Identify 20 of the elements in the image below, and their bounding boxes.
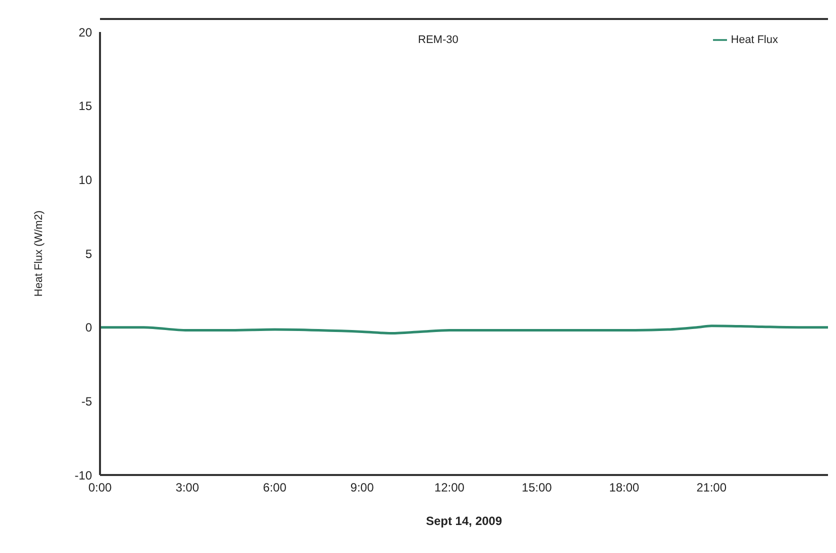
y-tick-label: 0 xyxy=(85,320,92,335)
x-tick-label: 3:00 xyxy=(176,480,200,495)
x-tick-label: 12:00 xyxy=(434,480,465,495)
chart-title: REM-30 xyxy=(418,34,458,46)
y-tick-label: 10 xyxy=(78,172,92,187)
x-tick-label: 21:00 xyxy=(696,480,727,495)
x-tick-label: 9:00 xyxy=(350,480,374,495)
x-axis-title: Sept 14, 2009 xyxy=(426,514,502,528)
x-tick-label: 18:00 xyxy=(609,480,640,495)
line-series xyxy=(100,324,828,334)
legend-label: Heat Flux xyxy=(730,34,778,46)
y-tick-label: 5 xyxy=(85,246,92,261)
y-tick-label: -10 xyxy=(74,468,92,482)
x-tick-label: 6:00 xyxy=(263,480,287,495)
y-tick-label: 15 xyxy=(78,99,92,114)
y-tick-label: -5 xyxy=(81,394,92,408)
x-tick-label: 0:00 xyxy=(88,480,112,495)
y-tick-label: 20 xyxy=(78,25,92,40)
y-axis-title: Heat Flux (W/m2) xyxy=(32,210,45,297)
x-tick-label: 15:00 xyxy=(522,480,552,495)
